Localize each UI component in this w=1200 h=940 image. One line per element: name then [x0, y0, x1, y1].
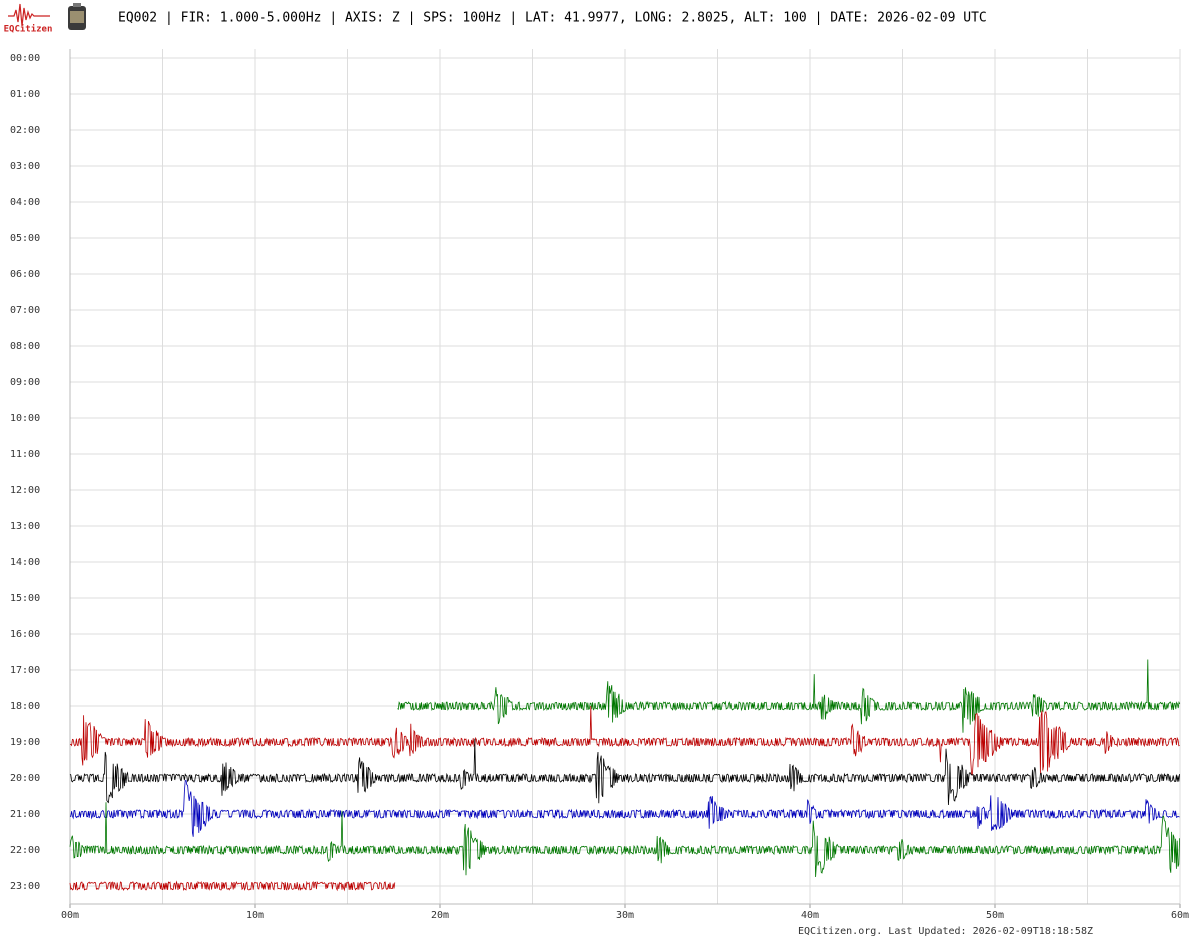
y-tick-label: 20:00 — [10, 773, 40, 784]
y-tick-label: 14:00 — [10, 557, 40, 568]
y-tick-label: 23:00 — [10, 881, 40, 892]
x-tick-label: 40m — [801, 910, 819, 921]
footer: EQCitizen.org. Last Updated: 2026-02-09T… — [798, 926, 1093, 937]
y-tick-label: 01:00 — [10, 89, 40, 100]
y-tick-label: 09:00 — [10, 377, 40, 388]
seismic-trace — [69, 802, 1180, 878]
x-tick-label: 60m — [1171, 910, 1189, 921]
y-tick-label: 18:00 — [10, 701, 40, 712]
seismic-trace — [69, 779, 1180, 837]
seismic-trace — [69, 705, 1180, 776]
y-tick-label: 06:00 — [10, 269, 40, 280]
grid — [69, 49, 1181, 904]
y-tick-label: 07:00 — [10, 305, 40, 316]
y-tick-label: 21:00 — [10, 809, 40, 820]
header-title: EQ002 | FIR: 1.000-5.000Hz | AXIS: Z | S… — [118, 11, 987, 26]
y-tick-label: 08:00 — [10, 341, 40, 352]
x-tick-label: 20m — [431, 910, 449, 921]
seismic-trace — [69, 738, 1180, 806]
x-tick-label: 10m — [246, 910, 264, 921]
y-tick-label: 04:00 — [10, 197, 40, 208]
y-tick-label: 16:00 — [10, 629, 40, 640]
seismic-trace — [69, 880, 396, 892]
y-tick-label: 15:00 — [10, 593, 40, 604]
y-tick-label: 03:00 — [10, 161, 40, 172]
y-tick-label: 11:00 — [10, 449, 40, 460]
y-tick-label: 13:00 — [10, 521, 40, 532]
x-tick-label: 00m — [61, 910, 79, 921]
logo-text: EQCitizen — [4, 24, 53, 35]
y-tick-label: 00:00 — [10, 53, 40, 64]
y-tick-label: 22:00 — [10, 845, 40, 856]
y-tick-label: 05:00 — [10, 233, 40, 244]
logo: EQCitizen — [4, 3, 86, 35]
x-tick-label: 50m — [986, 910, 1004, 921]
y-tick-label: 17:00 — [10, 665, 40, 676]
y-tick-label: 12:00 — [10, 485, 40, 496]
y-tick-label: 02:00 — [10, 125, 40, 136]
x-tick-label: 30m — [616, 910, 634, 921]
y-tick-label: 19:00 — [10, 737, 40, 748]
seismic-trace — [397, 659, 1181, 733]
y-tick-label: 10:00 — [10, 413, 40, 424]
